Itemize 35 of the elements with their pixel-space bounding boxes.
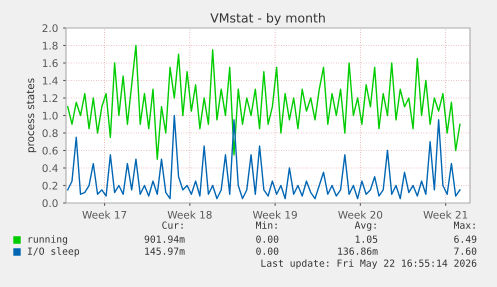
y-tick-label: 0.2	[42, 182, 58, 190]
text: 1.05	[356, 235, 378, 243]
x-tick-label: Week 18	[168, 210, 212, 219]
text: 0.00	[256, 235, 278, 243]
y-tick-label: 2.0	[42, 24, 58, 32]
x-tick-label: Week 17	[82, 210, 126, 219]
y-axis-title: process states	[26, 78, 36, 152]
text: 6.49	[454, 235, 476, 243]
text: 136.86m	[338, 247, 378, 255]
line-series	[67, 44, 461, 160]
text: Avg:	[354, 222, 376, 231]
y-tick-label: 0.0	[42, 199, 58, 208]
y-tick-label: 0.4	[42, 164, 58, 172]
y-tick-label: 1.2	[42, 94, 58, 102]
y-tick-label: 1.0	[42, 112, 58, 120]
text: Last update: Fri May 22 16:55:14 2026	[261, 259, 476, 269]
text: Max:	[454, 222, 475, 229]
chart-title: VMstat - by month	[210, 12, 325, 26]
line-series	[67, 114, 461, 200]
y-tick-label: 0.6	[42, 146, 58, 155]
text: 7.60	[454, 247, 476, 255]
legend-label: running	[28, 235, 68, 245]
y-tick-label: 0.8	[42, 129, 58, 138]
x-tick-label: Week 21	[423, 210, 468, 219]
x-tick-label: Week 20	[338, 210, 382, 219]
text: Cur:	[162, 221, 183, 229]
y-tick-label: 1.4	[42, 76, 58, 84]
text: 901.94m	[144, 235, 185, 243]
y-tick-label: 1.8	[42, 42, 58, 50]
text: 0.00	[256, 247, 278, 255]
legend-label: I/O sleep	[28, 247, 80, 257]
x-tick-label: Week 19	[252, 210, 297, 219]
text: 145.97m	[145, 247, 185, 255]
text: Min:	[256, 221, 277, 229]
y-tick-label: 1.6	[42, 59, 58, 68]
